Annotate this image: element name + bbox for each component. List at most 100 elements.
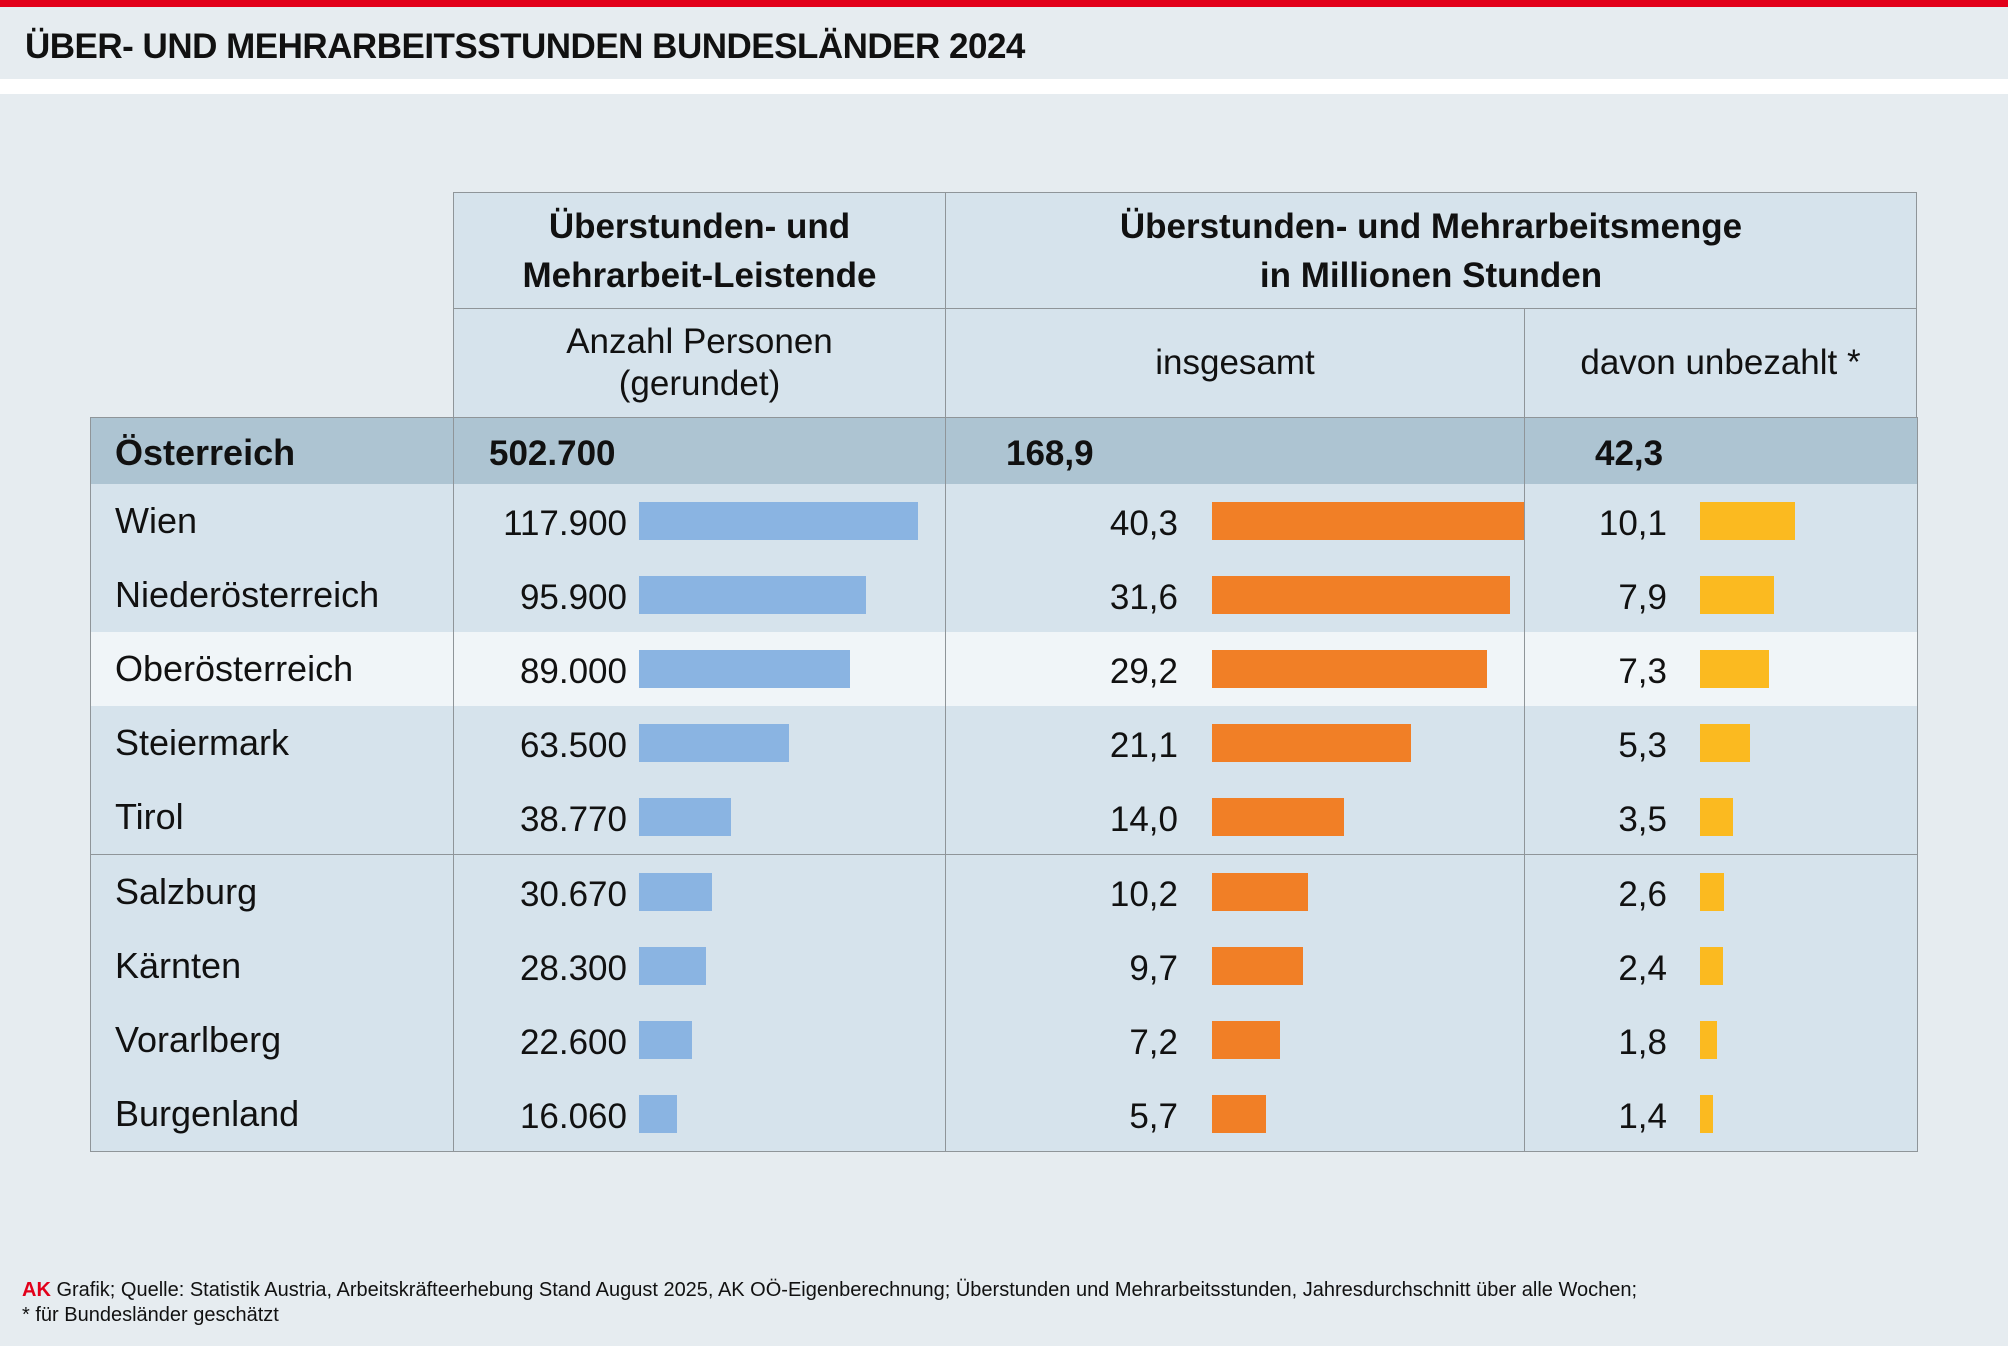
region-cell: Salzburg <box>90 854 455 930</box>
region-cell: Steiermark <box>90 706 455 782</box>
value-label: 502.700 <box>489 434 616 473</box>
header-line: Anzahl Personen <box>566 322 833 361</box>
value-cell-hours_total: 29,2 <box>945 632 1526 708</box>
value-cell-persons: 16.060 <box>453 1076 946 1152</box>
region-label: Niederösterreich <box>115 574 380 616</box>
header-line: in Millionen Stunden <box>1259 256 1603 295</box>
column-header-unpaid: davon unbezahlt * <box>1524 308 1917 418</box>
value-cell-persons: 30.670 <box>453 854 946 930</box>
value-cell-persons: 22.600 <box>453 1002 946 1078</box>
bar-hours_unpaid <box>1700 576 1775 615</box>
value-cell-hours_total: 31,6 <box>945 558 1526 634</box>
region-cell: Niederösterreich <box>90 558 455 634</box>
value-label: 3,5 <box>1618 800 1667 840</box>
table-row: Kärnten 28.300 9,7 2,4 <box>90 928 1918 1004</box>
value-cell-hours_total: 9,7 <box>945 928 1526 1004</box>
region-cell: Vorarlberg <box>90 1002 455 1078</box>
bar-hours_total <box>1212 798 1344 837</box>
bar-persons <box>639 576 866 615</box>
bar-hours_total <box>1212 872 1309 911</box>
value-label: 2,6 <box>1618 874 1667 914</box>
region-label: Salzburg <box>115 870 258 912</box>
value-label: 63.500 <box>519 726 627 766</box>
table-row: Wien 117.900 40,3 10,1 <box>90 484 1918 559</box>
value-cell-hours_total: 168,9 <box>945 417 1526 485</box>
table-row: Tirol 38.770 14,0 3,5 <box>90 780 1918 856</box>
accent-bar <box>0 0 2008 7</box>
bar-persons <box>639 724 790 763</box>
value-label: 7,2 <box>1129 1022 1178 1062</box>
bar-persons <box>639 1020 693 1059</box>
table-row: Salzburg 30.670 10,2 2,6 <box>90 854 1918 930</box>
value-label: 168,9 <box>1006 434 1094 473</box>
region-cell: Wien <box>90 484 455 559</box>
value-cell-persons: 117.900 <box>453 484 946 559</box>
value-cell-hours_unpaid: 7,9 <box>1524 558 1918 634</box>
bar-hours_unpaid <box>1700 1020 1717 1059</box>
region-label: Tirol <box>115 796 184 838</box>
value-cell-hours_unpaid: 3,5 <box>1524 780 1918 856</box>
value-label: 1,4 <box>1618 1096 1667 1136</box>
bar-hours_total <box>1212 946 1304 985</box>
value-label: 9,7 <box>1129 948 1178 988</box>
column-header-total: insgesamt <box>945 308 1525 418</box>
value-label: 89.000 <box>519 652 627 692</box>
value-label: 28.300 <box>519 948 627 988</box>
bar-hours_unpaid <box>1700 650 1769 689</box>
region-label: Wien <box>115 500 198 541</box>
bar-hours_total <box>1212 650 1488 689</box>
bar-persons <box>639 872 712 911</box>
value-label: 31,6 <box>1109 578 1178 618</box>
region-label: Steiermark <box>115 722 290 764</box>
footnote: * für Bundesländer geschätzt <box>22 1304 279 1326</box>
value-label: 14,0 <box>1109 800 1178 840</box>
value-label: 40,3 <box>1109 504 1178 543</box>
region-label: Kärnten <box>115 944 242 986</box>
value-label: 95.900 <box>519 578 627 618</box>
header-line: Überstunden- und Mehrarbeitsmenge <box>1119 207 1743 246</box>
region-cell: Burgenland <box>90 1076 455 1152</box>
bar-hours_total <box>1212 1094 1266 1133</box>
bar-hours_unpaid <box>1700 872 1725 911</box>
value-cell-persons: 95.900 <box>453 558 946 634</box>
value-cell-hours_total: 14,0 <box>945 780 1526 856</box>
value-cell-hours_unpaid: 7,3 <box>1524 632 1918 708</box>
region-label: Oberösterreich <box>115 648 354 690</box>
value-label: 10,1 <box>1598 504 1667 543</box>
bar-persons <box>639 946 706 985</box>
bar-hours_unpaid <box>1700 946 1723 985</box>
value-cell-hours_total: 7,2 <box>945 1002 1526 1078</box>
header-line: davon unbezahlt * <box>1580 343 1861 382</box>
value-cell-persons: 89.000 <box>453 632 946 708</box>
value-cell-persons: 502.700 <box>453 417 946 485</box>
value-label: 22.600 <box>519 1022 627 1062</box>
page-title: ÜBER- UND MEHRARBEITSSTUNDEN BUNDESLÄNDE… <box>25 27 1025 66</box>
bar-hours_total <box>1212 1020 1280 1059</box>
divider <box>0 79 2008 94</box>
value-label: 42,3 <box>1595 434 1664 473</box>
region-cell: Österreich <box>90 417 455 485</box>
brand-logo: AK <box>22 1279 51 1301</box>
value-label: 1,8 <box>1618 1022 1667 1062</box>
title-band: ÜBER- UND MEHRARBEITSSTUNDEN BUNDESLÄNDE… <box>0 7 2008 79</box>
header-line: Mehrarbeit-Leistende <box>522 256 877 295</box>
value-label: 29,2 <box>1109 652 1178 692</box>
bar-persons <box>639 1094 677 1133</box>
source-text: Grafik; Quelle: Statistik Austria, Arbei… <box>50 1279 1638 1301</box>
table-row: Oberösterreich 89.000 29,2 7,3 <box>90 632 1918 708</box>
value-label: 30.670 <box>519 874 627 914</box>
value-cell-hours_total: 21,1 <box>945 706 1526 782</box>
value-cell-persons: 28.300 <box>453 928 946 1004</box>
header-group-hours: Überstunden- und Mehrarbeitsmenge in Mill… <box>945 192 1917 310</box>
table-row: Steiermark 63.500 21,1 5,3 <box>90 706 1918 782</box>
header-line: insgesamt <box>1155 343 1315 382</box>
value-label: 5,7 <box>1129 1096 1178 1136</box>
header-line: Überstunden- und <box>548 207 851 246</box>
value-cell-hours_unpaid: 42,3 <box>1524 417 1918 485</box>
value-label: 7,9 <box>1618 578 1667 618</box>
value-label: 2,4 <box>1618 948 1667 988</box>
value-cell-persons: 63.500 <box>453 706 946 782</box>
value-cell-persons: 38.770 <box>453 780 946 856</box>
bar-persons <box>639 798 731 837</box>
table-row-total: Österreich 502.700 168,9 42,3 <box>90 417 1918 485</box>
